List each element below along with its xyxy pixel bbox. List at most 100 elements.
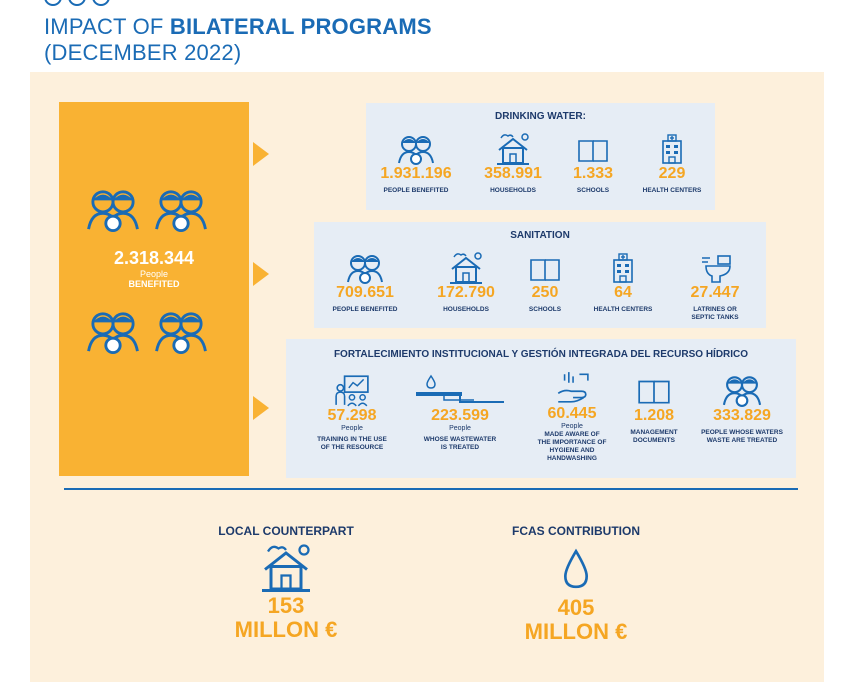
stat-value: 1.931.196 <box>380 165 452 182</box>
book-icon <box>578 140 608 162</box>
summary-value: 2.318.344 <box>113 248 195 268</box>
sanitation-card: SANITATION 709.651 PEOPLE BENEFITED 172.… <box>314 222 766 328</box>
stat-label: TRAINING IN THE USE <box>317 436 387 443</box>
stat-schools: 1.333 SCHOOLS <box>558 133 628 195</box>
local-counterpart-title: LOCAL COUNTERPART <box>218 524 354 538</box>
hospital-icon <box>662 134 682 164</box>
stat-label: HEALTH CENTERS <box>642 187 702 194</box>
stat-label: PEOPLE WHOSE WATERS <box>701 429 783 436</box>
stat-value: 709.651 <box>336 284 394 301</box>
stat-label: THE IMPORTANCE OF <box>537 439 607 446</box>
fcas-contribution: FCAS CONTRIBUTION 405 MILLON € <box>476 524 676 644</box>
arrow-sanitation <box>253 262 269 286</box>
house-icon <box>449 252 483 284</box>
stat-label: IS TREATED <box>440 444 480 451</box>
stat-waste-treated: 333.829 PEOPLE WHOSE WATERS WASTE ARE TR… <box>692 373 792 445</box>
summary-label-benefited: BENEFITED <box>128 279 180 289</box>
arrow-drinking-water <box>253 142 269 166</box>
stat-label: WASTE ARE TREATED <box>706 437 778 444</box>
house-icon <box>496 133 530 165</box>
stat-households: 172.790 HOUSEHOLDS <box>424 252 508 314</box>
section-divider <box>64 488 798 490</box>
stat-label: LATRINES OR <box>693 306 737 313</box>
local-counterpart: LOCAL COUNTERPART 153 MILLON € <box>196 524 376 642</box>
hospital-icon <box>613 253 633 283</box>
handwashing-icon <box>557 371 589 403</box>
stat-label: SEPTIC TANKS <box>691 314 739 321</box>
drinking-water-card: DRINKING WATER: 1.931.196 PEOPLE BENEFIT… <box>366 103 715 210</box>
title-prefix: IMPACT OF <box>44 14 170 39</box>
stat-latrines: 27.447 LATRINES OR SEPTIC TANKS <box>670 252 760 322</box>
water-drop-icon <box>563 549 589 589</box>
stat-wastewater: 223.599 People WHOSE WASTEWATER IS TREAT… <box>410 373 510 452</box>
stat-label: SCHOOLS <box>576 187 610 194</box>
stat-value: 229 <box>658 165 686 182</box>
institutional-card: FORTALECIMIENTO INSTITUCIONAL Y GESTIÓN … <box>286 339 796 478</box>
stat-schools: 250 SCHOOLS <box>514 252 576 314</box>
stat-value: 1.208 <box>633 407 675 424</box>
institutional-title: FORTALECIMIENTO INSTITUCIONAL Y GESTIÓN … <box>333 349 749 360</box>
stat-value: 60.445 <box>547 405 597 422</box>
stat-label: DOCUMENTS <box>633 437 675 444</box>
sanitation-title: SANITATION <box>510 230 570 241</box>
stat-label: HOUSEHOLDS <box>443 306 489 313</box>
stat-label: WHOSE WASTEWATER <box>423 436 497 443</box>
stat-households: 358.991 HOUSEHOLDS <box>472 133 554 195</box>
stat-sub: People <box>561 423 583 430</box>
stat-label: HYGIENE AND <box>549 447 595 454</box>
stat-health-centers: 229 HEALTH CENTERS <box>632 133 712 195</box>
people-icon <box>722 376 762 407</box>
local-counterpart-unit: MILLON € <box>234 617 338 642</box>
page-subtitle: (DECEMBER 2022) <box>44 40 242 65</box>
fcas-unit: MILLON € <box>524 619 628 644</box>
drinking-water-title: DRINKING WATER: <box>495 111 586 122</box>
stat-label: OF THE RESOURCE <box>320 444 384 451</box>
fcas-value: 405 <box>557 595 595 620</box>
stat-handwashing: 60.445 People MADE AWARE OF THE IMPORTAN… <box>522 369 622 463</box>
stat-label: HEALTH CENTERS <box>593 306 653 313</box>
stat-value: 27.447 <box>690 284 740 301</box>
house-icon <box>260 544 312 592</box>
stat-value: 57.298 <box>327 407 377 424</box>
stat-label: PEOPLE BENEFITED <box>383 187 449 194</box>
stat-label: MADE AWARE OF <box>544 431 600 438</box>
stat-health-centers: 64 HEALTH CENTERS <box>582 252 664 314</box>
stat-label: PEOPLE BENEFITED <box>332 306 398 313</box>
local-counterpart-value: 153 <box>267 593 305 618</box>
stat-label: HOUSEHOLDS <box>490 187 536 194</box>
title-bold: BILATERAL PROGRAMS <box>169 14 432 39</box>
stat-sub: People <box>449 425 471 432</box>
book-icon <box>530 259 560 281</box>
stat-value: 64 <box>614 284 632 301</box>
summary-box: 2.318.344 People BENEFITED <box>59 102 249 476</box>
people-icon <box>87 312 139 354</box>
top-decoration <box>44 0 110 6</box>
stat-label: HANDWASHING <box>547 455 597 462</box>
summary-label-people: People <box>139 269 169 279</box>
stat-people-benefited: 1.931.196 PEOPLE BENEFITED <box>371 133 461 195</box>
people-icon <box>398 136 434 165</box>
fcas-title: FCAS CONTRIBUTION <box>512 524 640 538</box>
stat-value: 223.599 <box>431 407 489 424</box>
stat-value: 172.790 <box>437 284 495 301</box>
stat-value: 333.829 <box>713 407 771 424</box>
people-icon <box>347 255 383 284</box>
stat-management-documents: 1.208 MANAGEMENT DOCUMENTS <box>622 373 686 445</box>
stat-value: 358.991 <box>484 165 542 182</box>
stat-sub: People <box>341 425 363 432</box>
stat-label: SCHOOLS <box>528 306 562 313</box>
stat-value: 250 <box>531 284 559 301</box>
training-icon <box>335 375 369 407</box>
stat-value: 1.333 <box>572 165 614 182</box>
people-icon <box>87 190 139 232</box>
stat-label: MANAGEMENT <box>630 429 678 436</box>
people-icon <box>155 190 207 232</box>
page-title: IMPACT OF BILATERAL PROGRAMS (DECEMBER 2… <box>44 14 432 66</box>
stat-training: 57.298 People TRAINING IN THE USE OF THE… <box>306 373 398 452</box>
toilet-icon <box>701 255 731 283</box>
water-treatment-icon <box>415 375 505 403</box>
book-icon <box>638 380 670 404</box>
arrow-institutional <box>253 396 269 420</box>
stat-people-benefited: 709.651 PEOPLE BENEFITED <box>319 252 411 314</box>
people-icon <box>155 312 207 354</box>
